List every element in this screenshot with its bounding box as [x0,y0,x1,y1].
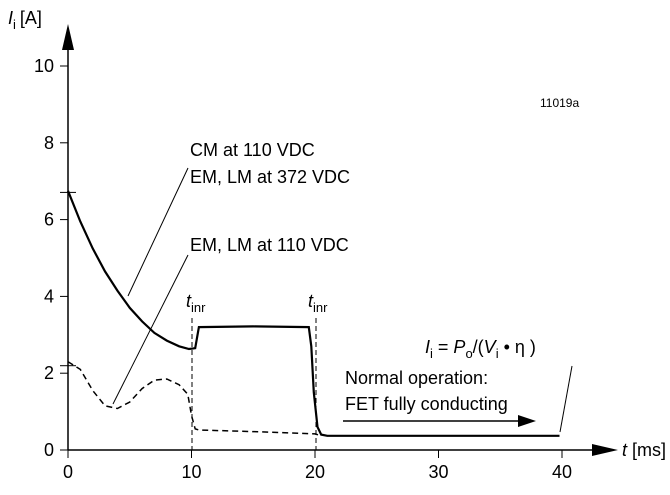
label-normal-operation: Normal operation: [345,368,488,388]
y-tick-label: 0 [44,440,54,460]
leader-cm-label [127,167,189,297]
y-tick-label: 8 [44,133,54,153]
x-tick-label: 20 [305,462,325,482]
label-fet-conducting: FET fully conducting [345,394,508,414]
normal-operation-arrow-head [518,415,536,427]
formula-label: Ii = Po/(Vi • η ) [425,337,536,361]
leader-formula [559,365,573,433]
y-axis-arrow [62,24,74,50]
label-em-lm-372: EM, LM at 372 VDC [190,167,350,187]
y-tick-label: 10 [34,56,54,76]
x-axis-arrow [592,444,618,456]
leader-em-label [112,254,189,405]
y-ticks: 0 2 4 6 8 10 [34,56,68,460]
y-tick-label: 4 [44,286,54,306]
x-tick-label: 30 [428,462,448,482]
series-solid-curve [66,190,560,437]
y-tick-label: 6 [44,210,54,230]
x-tick-label: 40 [552,462,572,482]
series-dashed-curve [67,361,322,437]
label-tinr-1: tinr [186,291,206,315]
y-tick-label: 2 [44,363,54,383]
figure-id: 11019a [540,96,579,110]
y-axis-title: Ii [A] [8,8,42,32]
label-em-lm-110: EM, LM at 110 VDC [190,235,349,255]
x-axis-title: t [ms] [622,440,666,460]
x-ticks: 0 10 20 30 40 [63,450,572,482]
label-cm-110: CM at 110 VDC [190,140,315,160]
label-tinr-2: tinr [308,291,328,315]
x-tick-label: 10 [181,462,201,482]
x-tick-label: 0 [63,462,73,482]
